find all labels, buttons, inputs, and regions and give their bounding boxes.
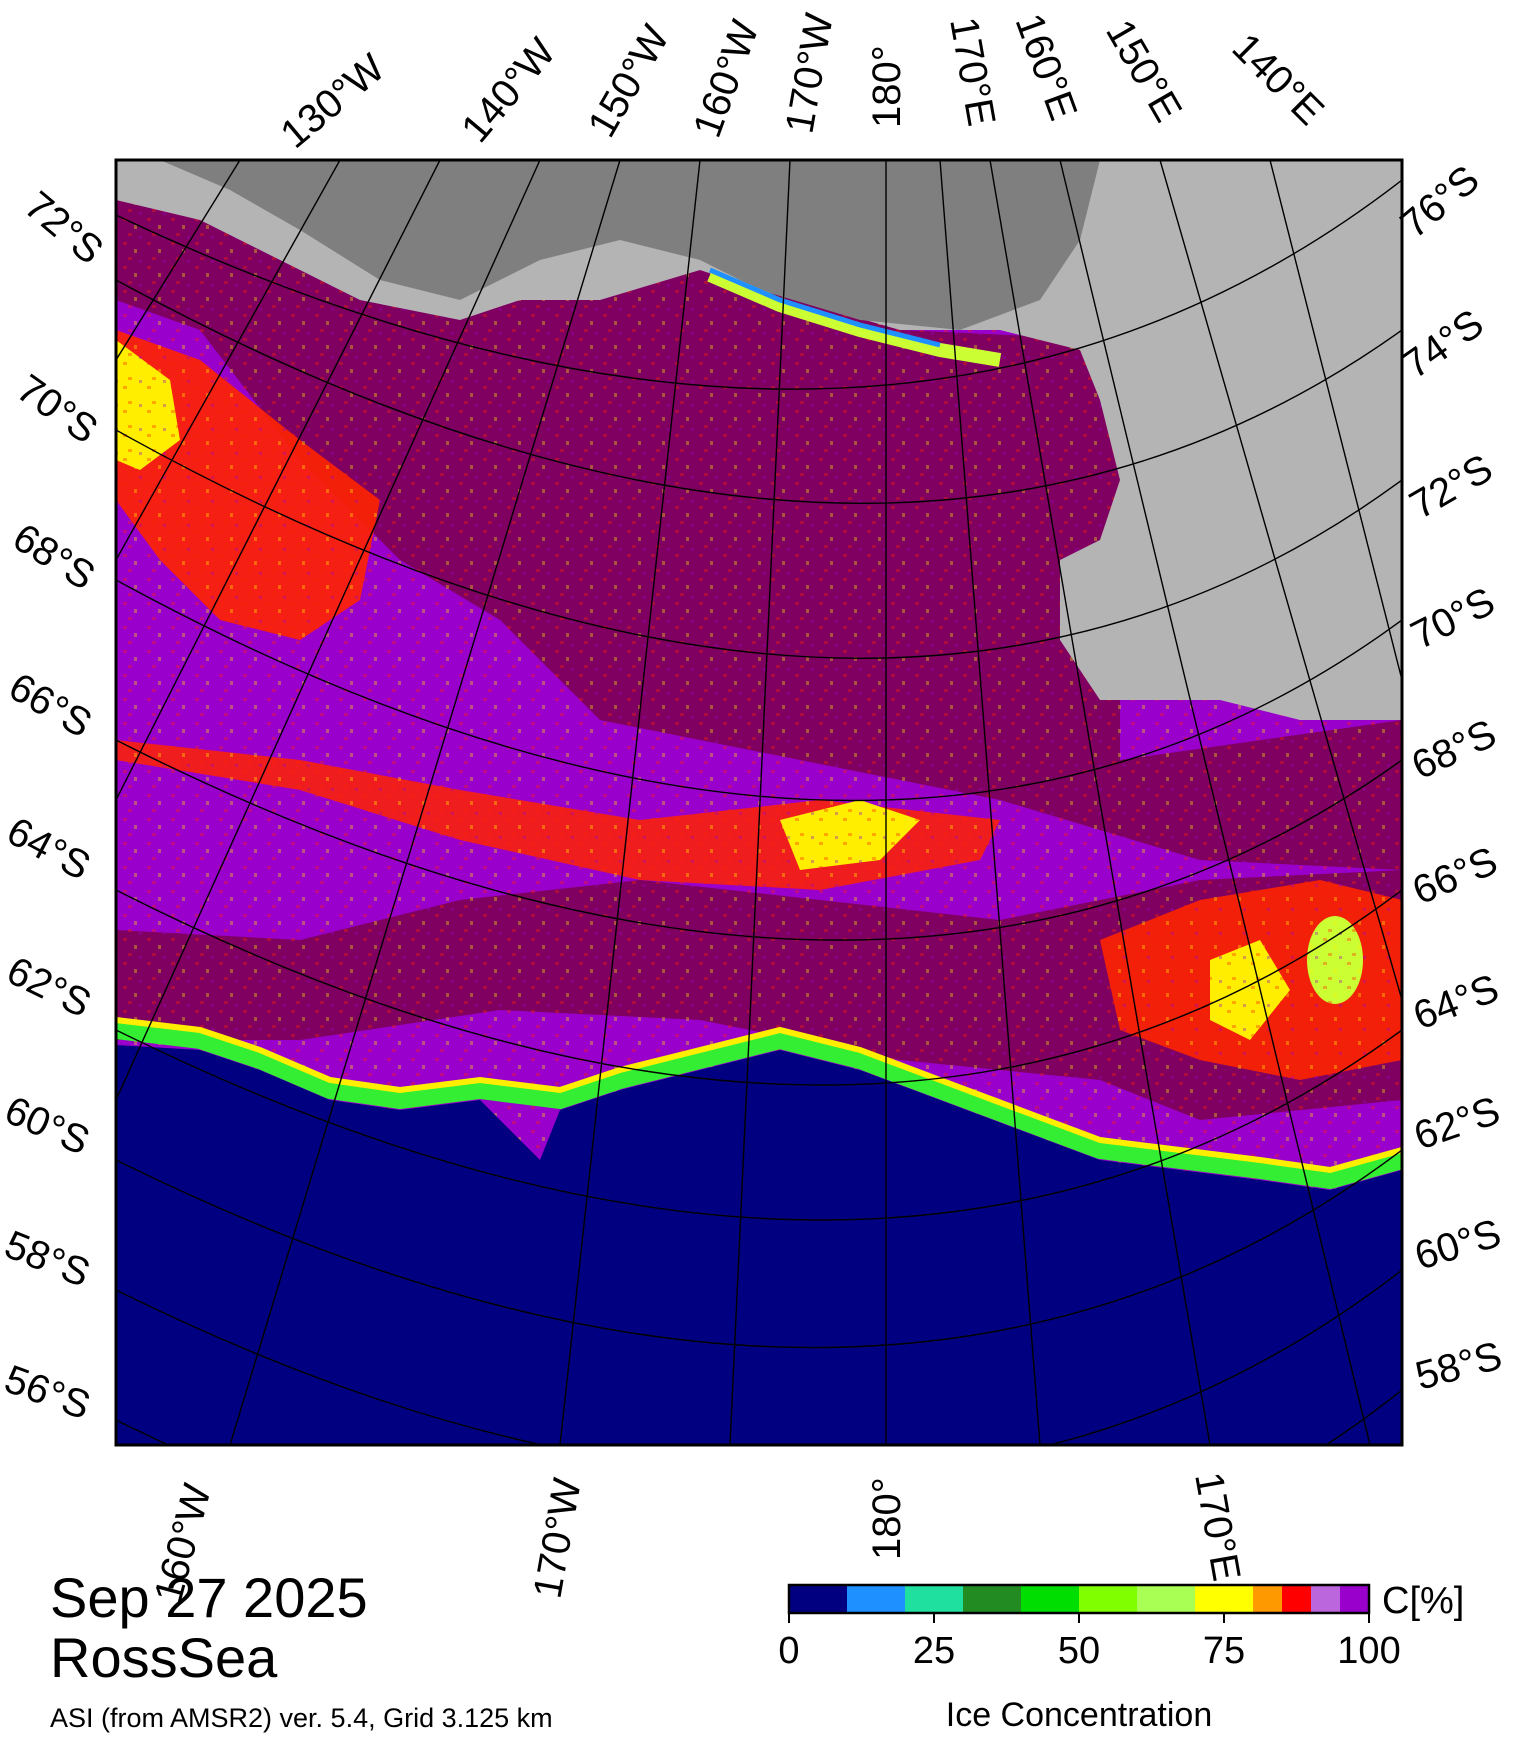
colorbar-cell	[789, 1585, 847, 1613]
colorbar-cell	[963, 1585, 1021, 1613]
colorbar-cell	[1311, 1585, 1340, 1613]
lat-label: 64°S	[0, 809, 97, 889]
left-latitude-labels: 72°S 70°S 68°S 66°S 64°S 62°S 60°S 58°S …	[0, 183, 111, 1428]
colorbar-ticks: 0 25 50 75 100	[778, 1613, 1401, 1672]
colorbar-cell	[1137, 1585, 1195, 1613]
latitude-circle	[116, 739, 1402, 941]
meridian	[729, 160, 791, 1445]
meridian	[559, 160, 701, 1445]
lon-label: 160°W	[685, 15, 768, 144]
meridian	[1159, 160, 1402, 1001]
map-region: RossSea	[50, 1626, 278, 1689]
antarctica-land-low	[116, 160, 1100, 330]
lat-label: 70°S	[9, 366, 106, 452]
ice-shelf-edge-inner	[709, 267, 941, 348]
lat-label: 58°S	[1411, 1334, 1507, 1399]
graticule	[116, 160, 1402, 1445]
colorbar-tick-label: 50	[1058, 1630, 1100, 1672]
colorbar-unit: C[%]	[1382, 1580, 1464, 1622]
lon-label: 170°E	[941, 14, 1003, 129]
antarctica-land-high	[116, 160, 1402, 720]
marginal-ice-zone	[116, 1021, 1402, 1190]
lon-label: 150°W	[580, 18, 678, 145]
map-area	[116, 160, 1402, 1445]
lat-label: 60°S	[1410, 1211, 1506, 1279]
lat-label: 70°S	[1404, 579, 1502, 658]
colorbar-cell	[1282, 1585, 1311, 1613]
lon-label: 170°E	[1186, 1469, 1248, 1584]
meridian	[989, 160, 1211, 1445]
colorbar-tick-label: 25	[913, 1630, 955, 1672]
colorbar-cell	[1195, 1585, 1253, 1613]
lat-label: 72°S	[16, 183, 111, 273]
lat-label: 68°S	[1405, 711, 1503, 788]
latitude-circle	[116, 889, 1402, 1086]
colorbar-cells	[789, 1585, 1369, 1613]
latitude-circle	[116, 1269, 1402, 1445]
product-info: ASI (from AMSR2) ver. 5.4, Grid 3.125 km	[50, 1703, 553, 1733]
lat-label: 74°S	[1395, 301, 1492, 387]
map-date: Sep 27 2025	[50, 1566, 368, 1629]
meridian	[1269, 160, 1402, 681]
colorbar-title: Ice Concentration	[946, 1696, 1213, 1734]
lon-label: 170°W	[778, 10, 842, 137]
lat-label: 60°S	[0, 1088, 96, 1164]
meridian	[116, 160, 541, 1101]
lat-label: 68°S	[5, 515, 102, 599]
colorbar-cell	[847, 1585, 905, 1613]
open-ocean	[116, 1045, 1402, 1445]
meridian	[116, 160, 441, 801]
lat-label: 62°S	[0, 949, 98, 1027]
meridian	[939, 160, 1041, 1445]
lon-label: 140°W	[453, 30, 564, 151]
colorbar-cell	[1253, 1585, 1282, 1613]
latitude-circle	[116, 579, 1402, 802]
colorbar-cell	[905, 1585, 963, 1613]
latitude-circle	[116, 179, 1402, 390]
meridian	[229, 160, 621, 1445]
lat-label: 56°S	[0, 1357, 96, 1428]
meridian	[116, 160, 241, 361]
latitude-circle	[116, 1149, 1402, 1349]
lat-label: 58°S	[0, 1223, 96, 1296]
lat-label: 66°S	[1406, 839, 1503, 914]
colorbar-cell	[1021, 1585, 1079, 1613]
top-longitude-labels: 130°W 140°W 150°W 160°W 170°W 180° 170°E…	[273, 8, 1333, 157]
colorbar-tick-label: 100	[1337, 1630, 1400, 1672]
colorbar-cell	[1079, 1585, 1137, 1613]
latitude-circle	[116, 429, 1402, 659]
right-latitude-labels: 76°S 74°S 72°S 70°S 68°S 66°S 64°S 62°S …	[1393, 157, 1507, 1399]
meridian	[116, 160, 341, 561]
lon-label: 140°E	[1224, 25, 1332, 133]
lon-label: 170°W	[526, 1475, 590, 1602]
lon-label: 150°E	[1097, 13, 1190, 130]
ice-shelf-edge	[707, 268, 1002, 367]
lat-label: 64°S	[1407, 966, 1504, 1038]
lon-label: 130°W	[273, 46, 394, 157]
map-frame	[114, 158, 1404, 1447]
meridian	[1059, 160, 1371, 1445]
latitude-circle	[116, 1029, 1402, 1221]
latitude-circle	[116, 279, 1402, 504]
colorbar-tick-label: 75	[1203, 1630, 1245, 1672]
marginal-ice-zone-yellow	[116, 1017, 1402, 1174]
lat-label: 72°S	[1403, 446, 1500, 528]
colorbar: 0 25 50 75 100 C[%] Ice Concentration	[778, 1580, 1464, 1734]
lat-label: 66°S	[2, 665, 99, 747]
colorbar-cell	[1340, 1585, 1369, 1613]
colorbar-tick-label: 0	[778, 1630, 799, 1672]
lon-label: 180°	[865, 45, 909, 128]
lon-label: 160°E	[1007, 8, 1086, 126]
lat-label: 76°S	[1393, 157, 1488, 247]
lat-label: 62°S	[1409, 1089, 1506, 1159]
lon-label: 180°	[865, 1477, 909, 1560]
